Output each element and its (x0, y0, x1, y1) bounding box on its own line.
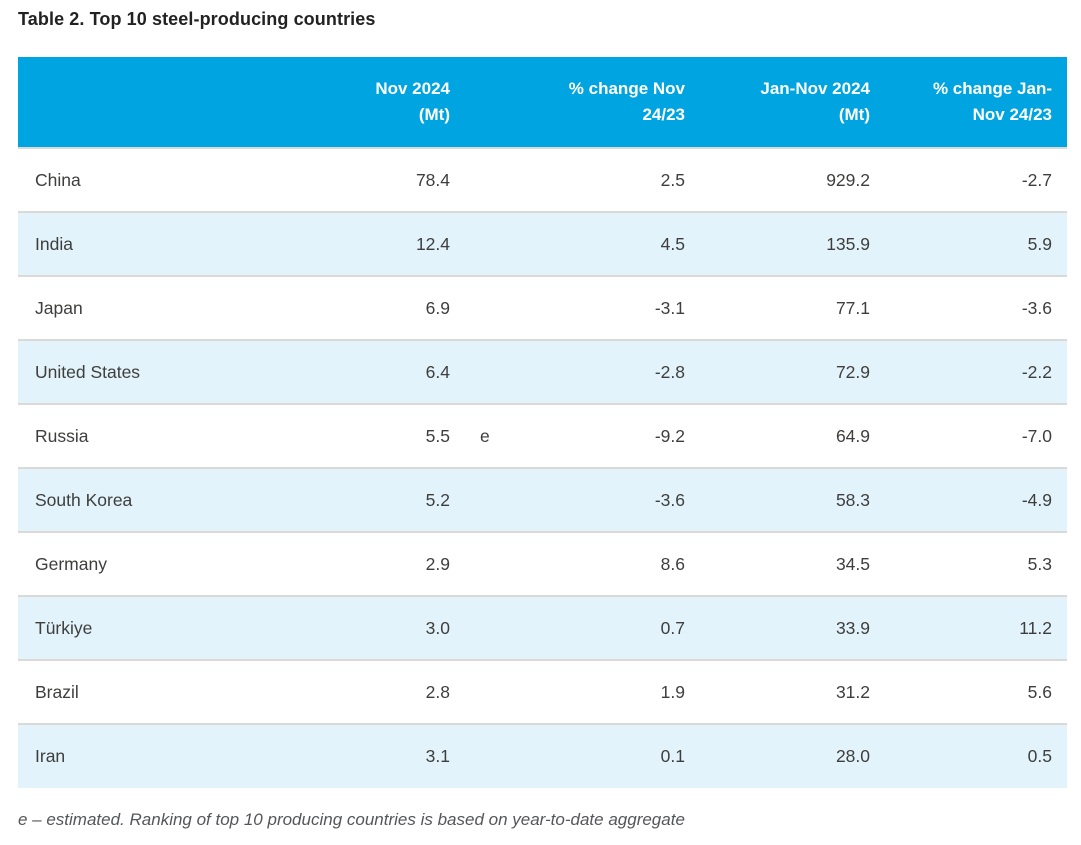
estimated-marker: e (480, 425, 490, 446)
nov-2024-cell: 2.9 (425, 553, 450, 574)
country-cell: Brazil (35, 681, 79, 702)
table-row: South Korea 5.2 -3.6 58.3 -4.9 (18, 468, 1067, 532)
pct-change-jan-nov-cell: -2.2 (1021, 361, 1052, 382)
table-row: Japan 6.9 -3.1 77.1 -3.6 (18, 276, 1067, 340)
nov-2024-cell: 12.4 (415, 233, 450, 254)
estimated-marker (450, 660, 495, 724)
header-pct-change-jan-nov: % change Jan- Nov 24/23 (870, 57, 1067, 148)
pct-change-jan-nov-cell: 5.6 (1027, 681, 1052, 702)
estimated-marker (450, 596, 495, 660)
pct-change-nov-cell: 0.1 (660, 746, 685, 766)
pct-change-jan-nov-cell: 5.3 (1027, 553, 1052, 574)
jan-nov-2024-cell: 72.9 (835, 361, 870, 382)
jan-nov-2024-cell: 58.3 (835, 489, 870, 510)
estimated-marker (450, 724, 495, 788)
country-cell: India (35, 233, 73, 254)
header-row: Nov 2024 (Mt) % change Nov 24/23 Jan-Nov… (18, 57, 1067, 148)
jan-nov-2024-cell: 33.9 (835, 617, 870, 638)
pct-change-jan-nov-cell: -4.9 (1021, 489, 1052, 510)
estimated-marker (450, 212, 495, 276)
nov-2024-cell: 78.4 (415, 169, 450, 190)
jan-nov-2024-cell: 77.1 (835, 297, 870, 318)
table-footnote: e – estimated. Ranking of top 10 produci… (18, 810, 685, 829)
country-cell: Russia (35, 425, 89, 446)
country-cell: Germany (35, 553, 107, 574)
country-cell: China (35, 169, 81, 190)
jan-nov-2024-cell: 31.2 (835, 681, 870, 702)
country-cell: Türkiye (35, 617, 93, 638)
pct-change-jan-nov-cell: 11.2 (1019, 617, 1052, 638)
estimated-marker (450, 532, 495, 596)
estimated-marker (450, 468, 495, 532)
pct-change-jan-nov-cell: -3.6 (1021, 297, 1052, 318)
nov-2024-cell: 2.8 (425, 681, 450, 702)
table-row: Brazil 2.8 1.9 31.2 5.6 (18, 660, 1067, 724)
header-estimated-marker (450, 57, 495, 148)
nov-2024-cell: 6.4 (425, 361, 450, 382)
pct-change-nov-cell: 0.7 (660, 617, 685, 638)
jan-nov-2024-cell: 34.5 (835, 553, 870, 574)
pct-change-nov-cell: 1.9 (660, 681, 685, 702)
nov-2024-cell: 3.0 (425, 617, 450, 638)
header-nov-2024: Nov 2024 (Mt) (330, 57, 450, 148)
pct-change-nov-cell: 4.5 (660, 233, 685, 254)
table-row: India 12.4 4.5 135.9 5.9 (18, 212, 1067, 276)
estimated-marker (450, 148, 495, 212)
nov-2024-cell: 5.2 (425, 489, 450, 510)
table-title: Table 2. Top 10 steel-producing countrie… (18, 9, 376, 29)
jan-nov-2024-cell: 135.9 (826, 233, 870, 254)
pct-change-jan-nov-cell: -7.0 (1021, 425, 1052, 446)
header-country (18, 57, 330, 148)
header-jan-nov-2024: Jan-Nov 2024 (Mt) (685, 57, 870, 148)
pct-change-nov-cell: 8.6 (660, 553, 685, 574)
pct-change-nov-cell: -3.6 (654, 489, 685, 510)
nov-2024-cell: 5.5 (425, 425, 450, 446)
pct-change-nov-cell: -9.2 (654, 425, 685, 446)
jan-nov-2024-cell: 929.2 (826, 169, 870, 190)
country-cell: South Korea (35, 489, 133, 510)
estimated-marker (450, 276, 495, 340)
jan-nov-2024-cell: 64.9 (835, 425, 870, 446)
estimated-marker (450, 340, 495, 404)
country-cell: Japan (35, 297, 83, 318)
table-row: China 78.4 2.5 929.2 -2.7 (18, 148, 1067, 212)
pct-change-jan-nov-cell: -2.7 (1021, 169, 1052, 190)
pct-change-nov-cell: 2.5 (660, 169, 685, 190)
table-row: Germany 2.9 8.6 34.5 5.3 (18, 532, 1067, 596)
table-row: United States 6.4 -2.8 72.9 -2.2 (18, 340, 1067, 404)
jan-nov-2024-cell: 28.0 (835, 746, 870, 766)
pct-change-nov-cell: -3.1 (654, 297, 685, 318)
table-row: Türkiye 3.0 0.7 33.9 11.2 (18, 596, 1067, 660)
country-cell: United States (35, 361, 141, 382)
nov-2024-cell: 6.9 (425, 297, 450, 318)
table-row: Iran 3.1 0.1 28.0 0.5 (18, 724, 1067, 788)
pct-change-jan-nov-cell: 0.5 (1027, 746, 1052, 766)
steel-production-table: Nov 2024 (Mt) % change Nov 24/23 Jan-Nov… (18, 57, 1067, 788)
header-pct-change-nov: % change Nov 24/23 (495, 57, 685, 148)
pct-change-jan-nov-cell: 5.9 (1027, 233, 1052, 254)
table-row: Russia 5.5 e -9.2 64.9 -7.0 (18, 404, 1067, 468)
nov-2024-cell: 3.1 (425, 746, 450, 766)
pct-change-nov-cell: -2.8 (654, 361, 685, 382)
country-cell: Iran (35, 746, 66, 766)
